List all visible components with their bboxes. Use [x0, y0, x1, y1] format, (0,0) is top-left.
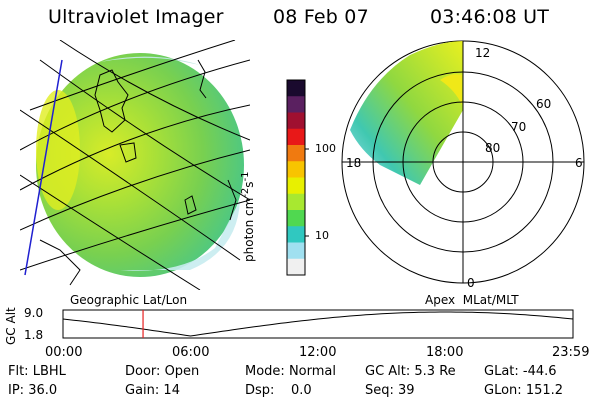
mlat-label-70: 70: [511, 120, 527, 134]
instrument-title: Ultraviolet Imager: [48, 6, 224, 28]
status-mode: Mode: Normal: [245, 364, 336, 379]
colorbar-segment: [287, 80, 305, 97]
lat-lon-grid: [20, 40, 250, 290]
status-gain: Gain: 14: [125, 383, 180, 398]
observation-time: 03:46:08 UT: [430, 6, 550, 28]
colorbar-frame: [286, 79, 306, 276]
colorbar-segment: [287, 258, 305, 276]
colorbar-segment: [287, 96, 305, 113]
time-tick-2359: 23:59: [552, 345, 590, 360]
time-tick-1800: 18:00: [426, 345, 464, 360]
status-seq: Seq: 39: [365, 383, 415, 398]
gc-alt-ytick-min: 1.8: [24, 328, 44, 342]
coastlines: [39, 59, 237, 286]
geographic-image-panel: [20, 40, 250, 290]
mlt-label-0: 0: [467, 276, 475, 290]
colorbar-segment: [287, 112, 305, 130]
apex-bright-spot: [440, 74, 462, 105]
colorbar-segment: [287, 177, 305, 195]
mlt-spokes: [342, 41, 584, 283]
mlat-label-60: 60: [536, 97, 552, 111]
earth-disk: [36, 53, 244, 277]
colorbar-segment: [287, 145, 305, 162]
status-door: Door: Open: [125, 364, 200, 379]
gc-alt-ytick-max: 9.0: [24, 306, 44, 320]
apex-panel-label: Apex MLat/MLT: [425, 293, 519, 307]
disk-top-fade: [100, 56, 200, 65]
status-dsp: Dsp: 0.0: [245, 383, 312, 398]
colorbar-segment: [287, 226, 305, 243]
time-tick-0000: 00:00: [45, 345, 83, 360]
time-tick-1200: 12:00: [299, 345, 337, 360]
observation-date: 08 Feb 07: [273, 6, 369, 28]
intensity-colorbar: [286, 79, 309, 276]
status-filter: Flt: LBHL: [8, 364, 66, 379]
geographic-panel-label: Geographic Lat/Lon: [70, 293, 188, 307]
gc-altitude-curve: [62, 311, 574, 337]
mlt-label-12: 12: [475, 46, 491, 60]
colorbar-segment: [287, 242, 305, 260]
colorbar-unit-label: photon cm-2s-1: [240, 171, 256, 262]
status-glat: GLat: -44.6: [484, 364, 557, 379]
mlt-label-6: 6: [575, 156, 583, 170]
gc-alt-axis-title: GC Alt: [4, 307, 18, 345]
mlat-label-80: 80: [485, 141, 501, 155]
colorbar-tick-100: 100: [315, 142, 336, 155]
gc-altitude-plot: [62, 309, 574, 339]
time-tick-0600: 06:00: [172, 345, 210, 360]
colorbar-segment: [287, 210, 305, 227]
disk-edge-fade: [120, 200, 240, 271]
colorbar-tick-10: 10: [315, 229, 329, 242]
colorbar-segment: [287, 128, 305, 146]
status-glon: GLon: 151.2: [484, 383, 564, 398]
apex-polar-panel: [341, 40, 585, 284]
status-ip: IP: 36.0: [8, 383, 58, 398]
terminator-edge: [24, 59, 63, 276]
mlt-label-18: 18: [346, 156, 362, 170]
bright-auroral-region: [36, 90, 80, 210]
colorbar-segment: [287, 193, 305, 211]
colorbar-segment: [287, 161, 305, 178]
status-gc-alt: GC Alt: 5.3 Re: [365, 364, 456, 379]
